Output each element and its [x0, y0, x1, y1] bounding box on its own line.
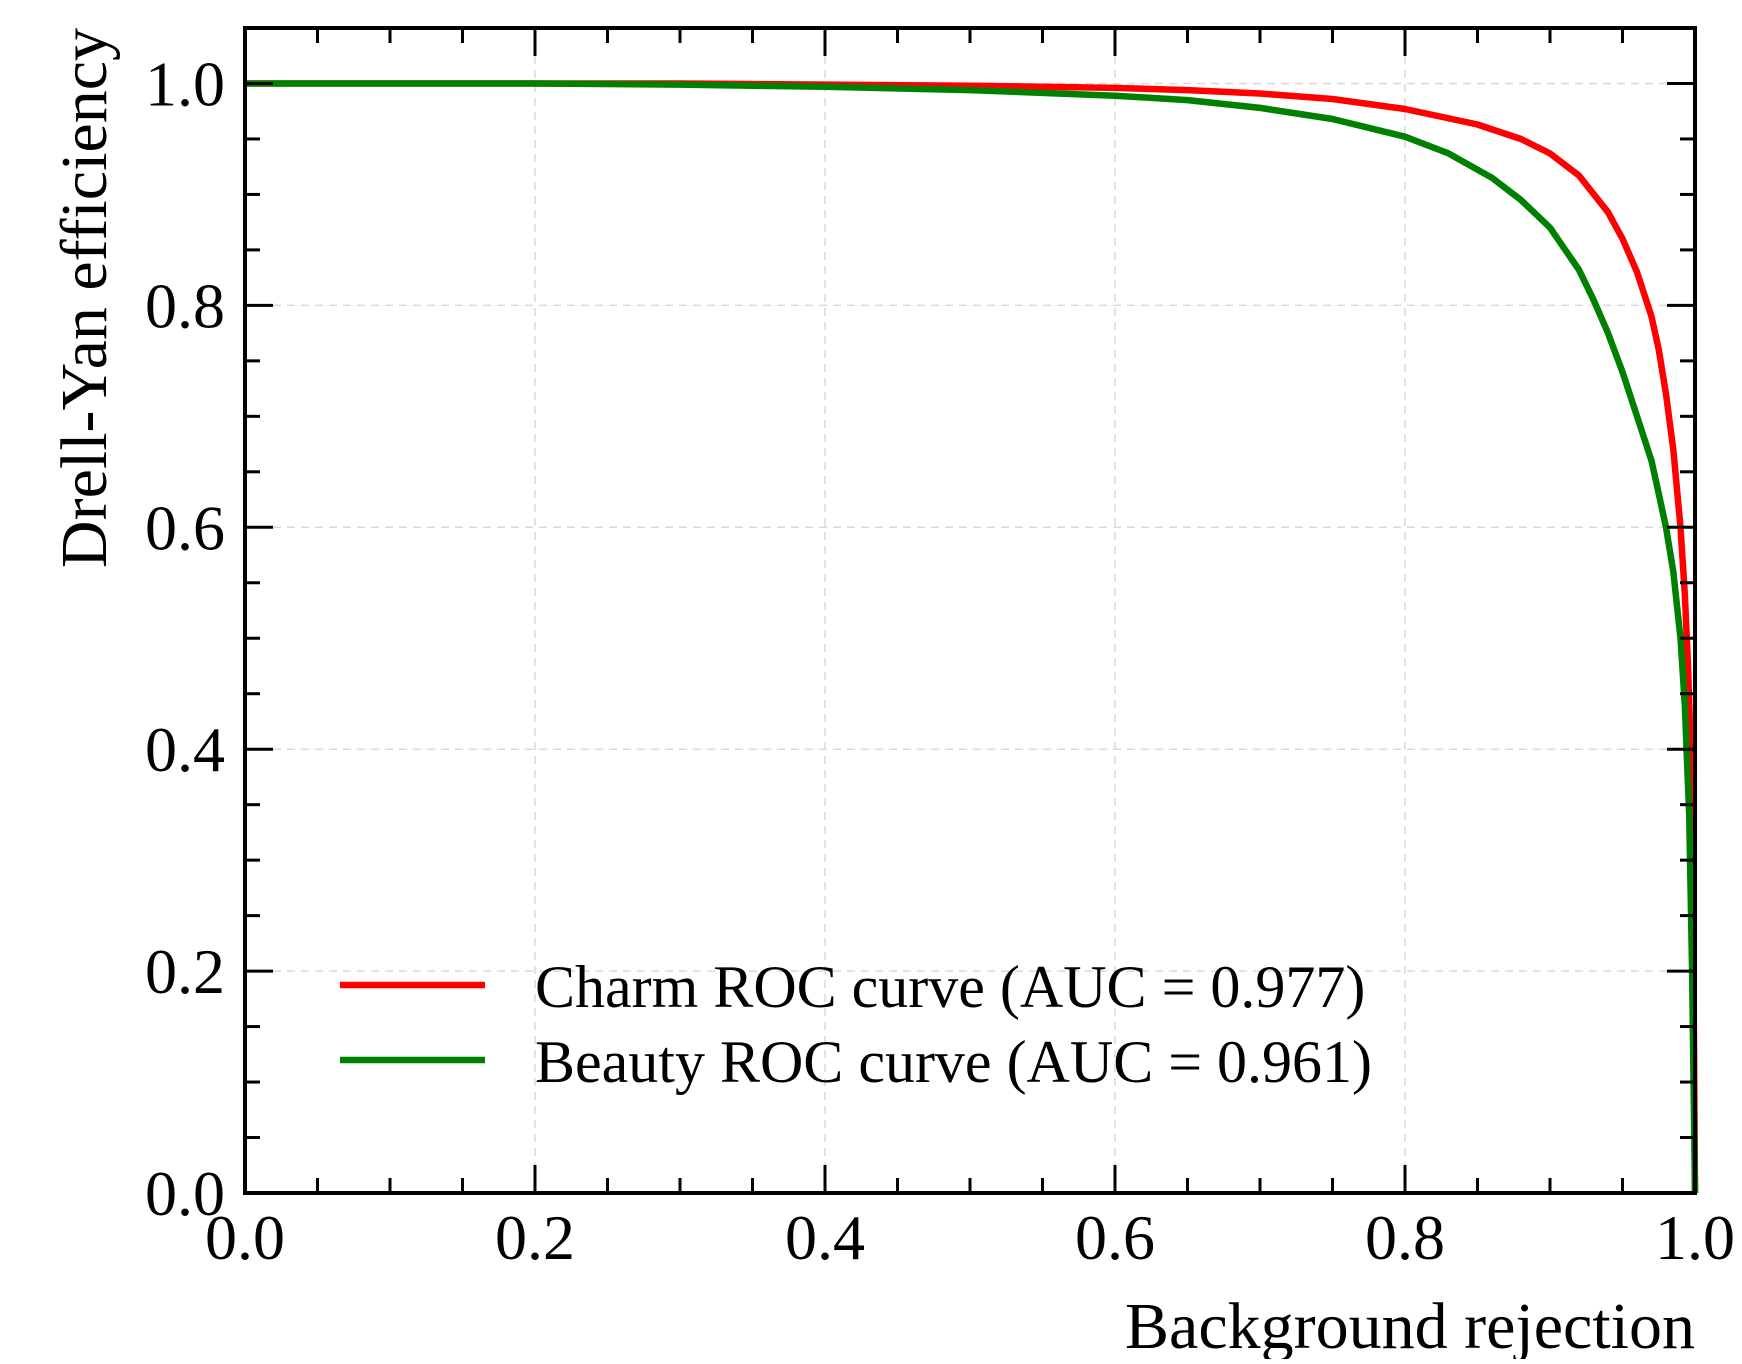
x-tick-labels: 0.0 0.2 0.4 0.6 0.8 1.0: [205, 1202, 1735, 1273]
y-axis-label: Drell-Yan efficiency: [48, 28, 121, 568]
legend-label: Charm ROC curve (AUC = 0.977): [535, 954, 1365, 1020]
x-axis-label: Background rejection: [1125, 1290, 1695, 1359]
series-lines: [245, 80, 1699, 1194]
y-tick-label: 0.4: [145, 714, 225, 785]
series-line-charm: [245, 80, 1699, 1194]
x-tick-label: 1.0: [1655, 1202, 1735, 1273]
x-tick-label: 0.0: [205, 1202, 285, 1273]
y-tick-label: 0.0: [145, 1158, 225, 1229]
x-tick-label: 0.4: [785, 1202, 865, 1273]
series-line-beauty: [245, 80, 1699, 1194]
x-tick-label: 0.6: [1075, 1202, 1155, 1273]
y-tick-label: 0.8: [145, 270, 225, 341]
x-tick-label: 0.2: [495, 1202, 575, 1273]
x-tick-label: 0.8: [1365, 1202, 1445, 1273]
legend: Charm ROC curve (AUC = 0.977) Beauty ROC …: [340, 954, 1372, 1095]
axis-ticks: [243, 26, 1697, 1195]
y-tick-labels: 0.0 0.2 0.4 0.6 0.8 1.0: [145, 48, 225, 1229]
legend-label: Beauty ROC curve (AUC = 0.961): [535, 1029, 1372, 1095]
y-tick-label: 0.2: [145, 936, 225, 1007]
y-tick-label: 1.0: [145, 48, 225, 119]
y-tick-label: 0.6: [145, 492, 225, 563]
